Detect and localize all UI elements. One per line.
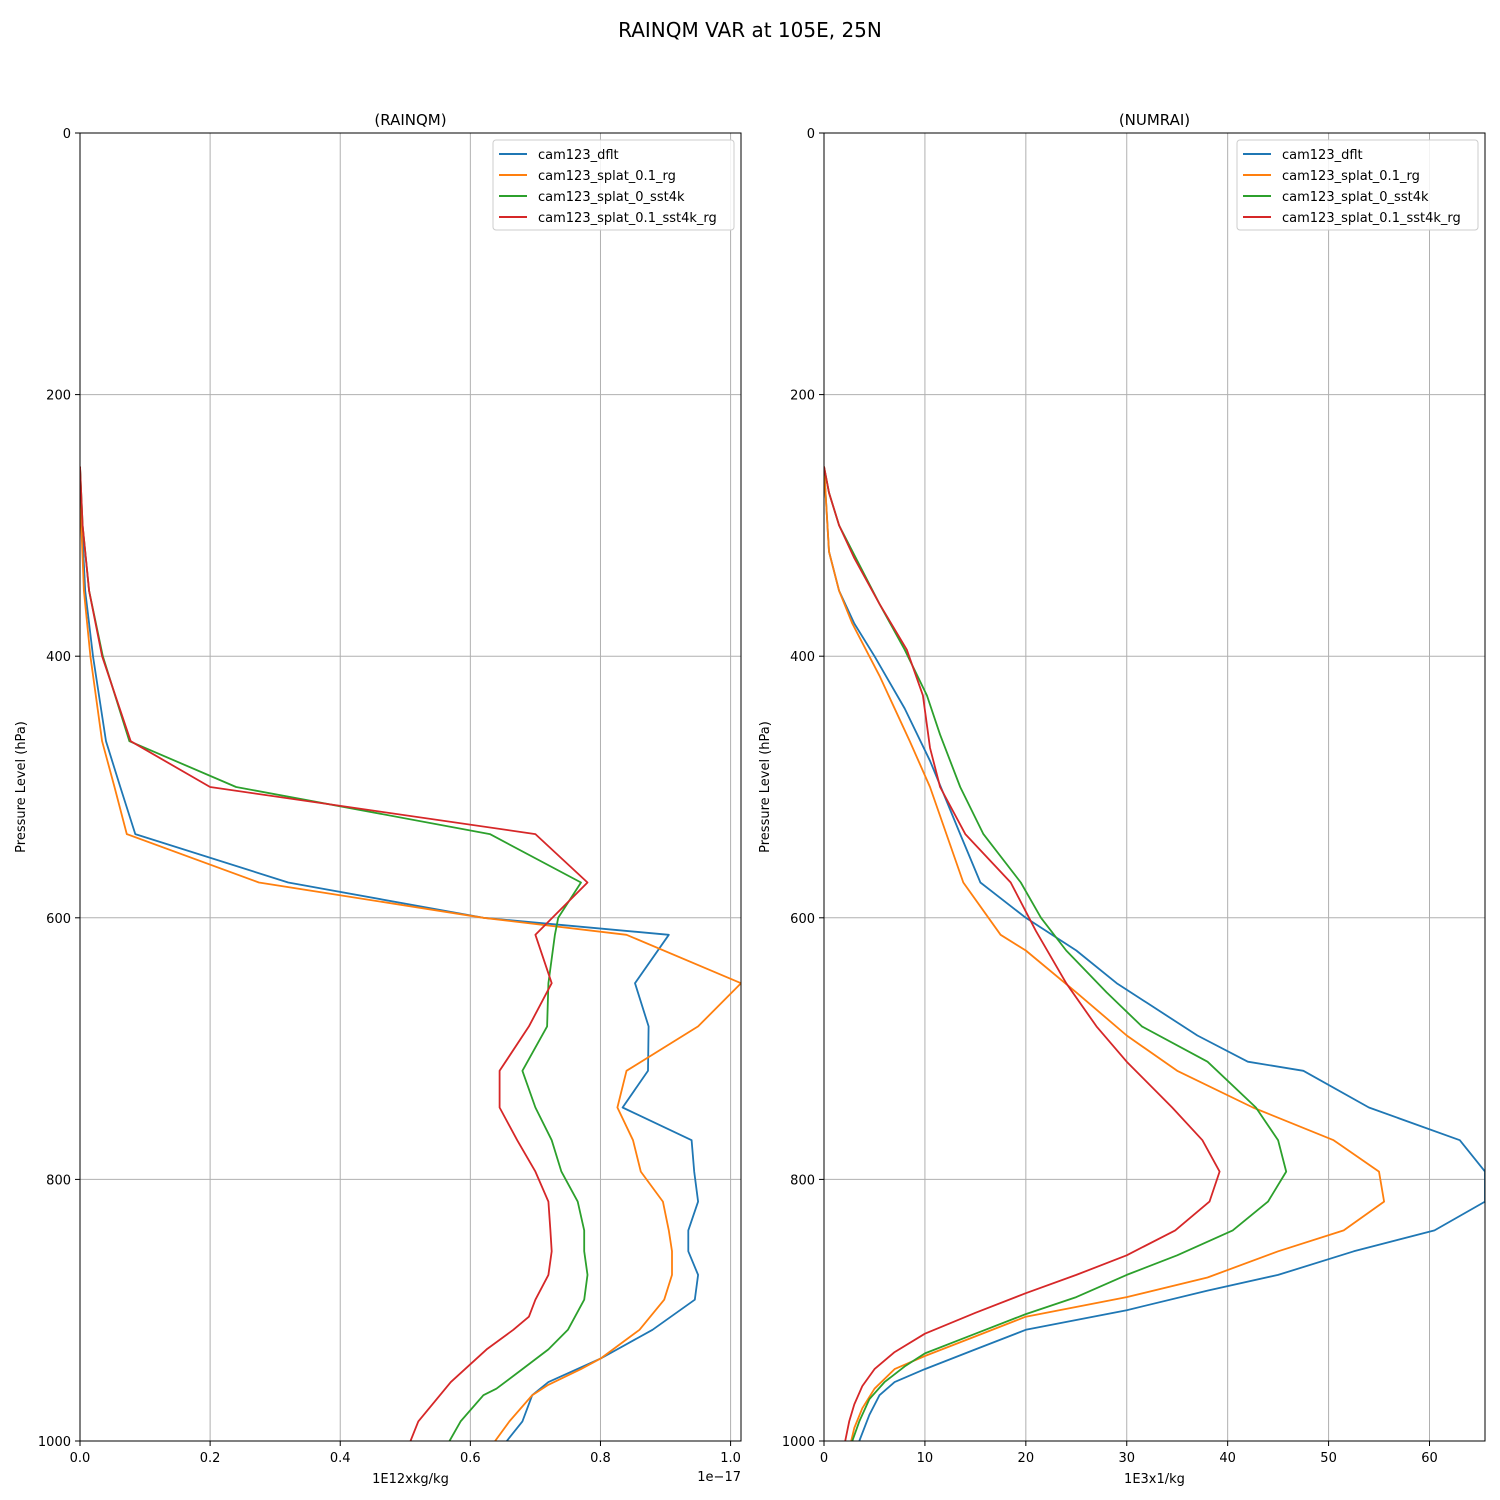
x-tick-label: 1.0 [720, 1451, 741, 1466]
axes-frame-rainqm [79, 132, 742, 1442]
x-tick-label: 30 [1118, 1451, 1135, 1466]
series-line-cam123-splat-0-sst4k [80, 466, 589, 1441]
series-line-cam123-splat-0-sst4k [824, 466, 1288, 1441]
y-tick-label: 400 [46, 650, 71, 665]
figure-suptitle: RAINQM VAR at 105E, 25N [618, 18, 882, 42]
series-line-cam123-dflt [824, 466, 1485, 1441]
grid-rainqm [79, 132, 741, 1442]
legend-label-cam123-splat-0-1-rg: cam123_splat_0.1_rg [1282, 169, 1420, 184]
x-tick-label: 0.8 [590, 1451, 611, 1466]
panel-numrai: 0 10 20 30 40 50 60 0 200 400 600 800 1000 (NUMRAI)… [758, 111, 1486, 1487]
x-tick-label: 0 [820, 1451, 828, 1466]
legend-label-cam123-splat-0-sst4k: cam123_splat_0_sst4k [538, 190, 685, 205]
y-axis-label-rainqm: Pressure Level (hPa) [14, 721, 29, 853]
y-tick-label: 0 [807, 127, 815, 142]
legend-label-cam123-splat-0-1-rg: cam123_splat_0.1_rg [538, 169, 676, 184]
x-tick-label: 0.6 [460, 1451, 481, 1466]
series-line-cam123-splat-0-1-sst4k-rg [824, 466, 1221, 1441]
y-tick-label: 1000 [782, 1435, 815, 1450]
x-offset-text-rainqm: 1e−17 [697, 1470, 741, 1485]
y-tick-label: 400 [790, 650, 815, 665]
legend-box [492, 139, 735, 231]
panel-rainqm: 0.0 0.2 0.4 0.6 0.8 1.0 0 200 400 600 800 1000 (RA… [14, 111, 742, 1487]
y-tick-label: 600 [790, 912, 815, 927]
y-tick-label: 800 [46, 1173, 71, 1188]
legend-label-cam123-splat-0-1-sst4k-rg: cam123_splat_0.1_sst4k_rg [1282, 211, 1461, 226]
legend-box [1236, 139, 1479, 231]
x-tick-label: 20 [1018, 1451, 1035, 1466]
y-tick-label: 200 [790, 389, 815, 404]
grid-numrai [823, 132, 1485, 1442]
x-axis-label-rainqm: 1E12xkg/kg [372, 1472, 449, 1487]
y-tick-label: 200 [46, 389, 71, 404]
x-axis-label-numrai: 1E3x1/kg [1124, 1472, 1185, 1487]
series-line-cam123-dflt [80, 466, 699, 1441]
series-lines-numrai [824, 466, 1485, 1441]
y-tick-label: 800 [790, 1173, 815, 1188]
legend-rainqm: cam123_dflt cam123_splat_0.1_rg cam123_spl… [492, 139, 735, 231]
y-tick-label: 0 [63, 127, 71, 142]
x-tick-label: 50 [1320, 1451, 1337, 1466]
x-tick-label: 0.2 [200, 1451, 221, 1466]
legend-label-cam123-splat-0-1-sst4k-rg: cam123_splat_0.1_sst4k_rg [538, 211, 717, 226]
x-tick-label: 0.4 [330, 1451, 351, 1466]
x-ticks-rainqm: 0.0 0.2 0.4 0.6 0.8 1.0 [70, 1441, 741, 1466]
panel-title-rainqm: (RAINQM) [374, 111, 446, 129]
x-ticks-numrai: 0 10 20 30 40 50 60 [820, 1441, 1438, 1466]
x-tick-label: 40 [1219, 1451, 1236, 1466]
axes-frame-numrai [823, 132, 1486, 1442]
legend-label-cam123-splat-0-sst4k: cam123_splat_0_sst4k [1282, 190, 1429, 205]
y-ticks-rainqm: 0 200 400 600 800 1000 [38, 127, 80, 1450]
series-line-cam123-splat-0-1-rg [824, 466, 1385, 1441]
y-ticks-numrai: 0 200 400 600 800 1000 [782, 127, 824, 1450]
panel-title-numrai: (NUMRAI) [1119, 111, 1190, 129]
series-line-cam123-splat-0-1-sst4k-rg [80, 466, 589, 1441]
legend-label-cam123-dflt: cam123_dflt [1282, 148, 1363, 163]
legend-label-cam123-dflt: cam123_dflt [538, 148, 619, 163]
series-line-cam123-splat-0-1-rg [80, 466, 741, 1441]
x-tick-label: 0.0 [70, 1451, 91, 1466]
x-tick-label: 10 [917, 1451, 934, 1466]
y-tick-label: 1000 [38, 1435, 71, 1450]
y-axis-label-numrai: Pressure Level (hPa) [758, 721, 773, 853]
y-tick-label: 600 [46, 912, 71, 927]
series-lines-rainqm [80, 466, 741, 1441]
legend-numrai: cam123_dflt cam123_splat_0.1_rg cam123_spl… [1236, 139, 1479, 231]
x-tick-label: 60 [1421, 1451, 1438, 1466]
